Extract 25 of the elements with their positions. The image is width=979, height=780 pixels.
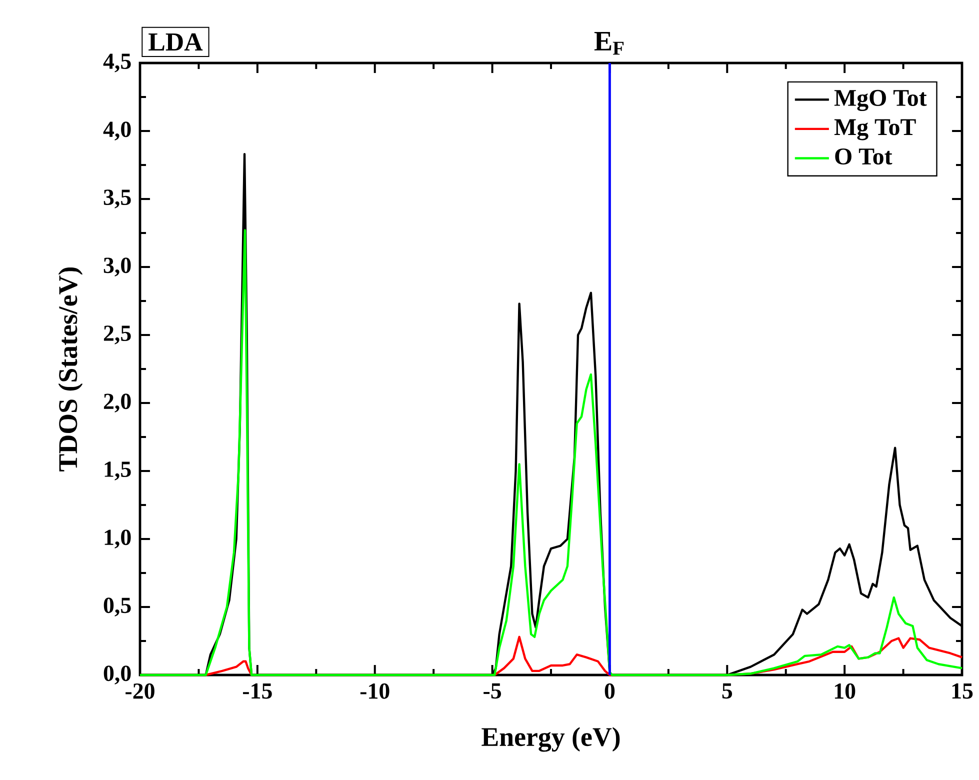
legend-label: Mg ToT [834, 119, 916, 140]
x-tick-label: -15 [243, 683, 272, 699]
y-tick-label: 1,5 [104, 462, 131, 480]
x-tick-label: 0 [604, 683, 615, 699]
x-tick-label: 10 [834, 683, 856, 699]
y-tick-label: 2,0 [104, 394, 131, 412]
x-tick-label: -5 [484, 683, 501, 699]
y-tick-label: 3,0 [104, 258, 131, 276]
ref-line-label: E$_{F}$ [594, 32, 624, 55]
x-tick-label: 15 [952, 683, 973, 699]
x-tick-label: -10 [360, 683, 390, 699]
x-axis-title: Energy (eV) [482, 727, 620, 752]
y-tick-label: 4,5 [103, 54, 131, 72]
y-tick-label: 0,5 [104, 598, 131, 616]
y-tick-label: 4,0 [103, 122, 131, 140]
y-tick-label: 0,0 [104, 666, 131, 684]
text: LDA [148, 33, 203, 51]
x-tick-label: 5 [722, 683, 732, 699]
legend-label: O Tot [835, 148, 892, 165]
y-tick-label: 1,0 [104, 530, 131, 548]
y-tick-label: 2,5 [104, 326, 131, 344]
legend-label: MgO Tot [834, 90, 927, 112]
y-axis-title: TDOS (States/eV) [58, 267, 83, 472]
x-tick-label: -20 [126, 683, 154, 699]
y-tick-label: 3,5 [104, 190, 131, 208]
